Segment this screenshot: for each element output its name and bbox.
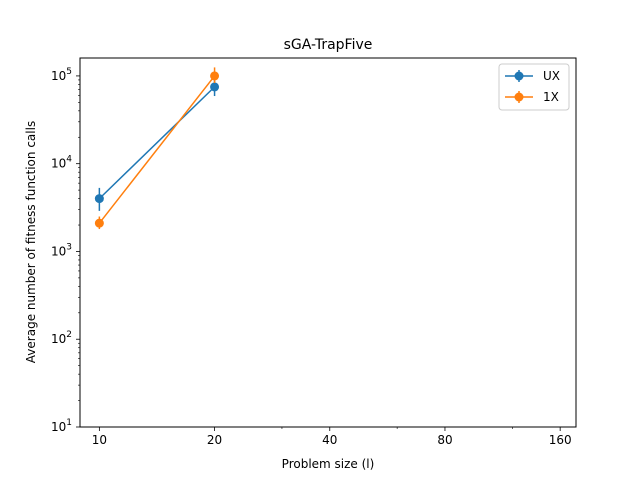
x-tick-label: 10 (92, 433, 107, 447)
legend-swatch-marker-1x (514, 92, 524, 102)
plot-frame (79, 57, 577, 428)
x-tick-label: 40 (322, 433, 337, 447)
y-tick-label: 101 (51, 418, 72, 434)
chart-title: sGA-TrapFive (284, 37, 373, 53)
x-tick-label: 20 (207, 433, 222, 447)
y-tick-label: 105 (51, 67, 72, 83)
y-tick-label: 103 (51, 242, 72, 258)
x-tick-label: 80 (437, 433, 452, 447)
data-point-ux (210, 82, 220, 92)
x-tick-label: 160 (549, 433, 572, 447)
legend: UX 1X (498, 63, 570, 111)
y-axis: 101 102 103 104 105 (51, 67, 80, 434)
data-point-1x (94, 218, 104, 228)
series-line-ux (98, 86, 216, 200)
legend-label-1x: 1X (543, 90, 559, 104)
series-line-1x (98, 75, 216, 224)
x-axis: 10 20 40 80 160 (92, 427, 572, 447)
y-axis-label: Average number of fitness function calls (24, 121, 38, 363)
legend-swatch-marker-ux (514, 71, 524, 81)
data-point-1x (210, 71, 220, 81)
y-tick-label: 104 (51, 155, 72, 171)
x-axis-label: Problem size (l) (282, 457, 375, 471)
data-point-ux (94, 194, 104, 204)
y-tick-label: 102 (51, 330, 72, 346)
legend-label-ux: UX (543, 69, 560, 83)
